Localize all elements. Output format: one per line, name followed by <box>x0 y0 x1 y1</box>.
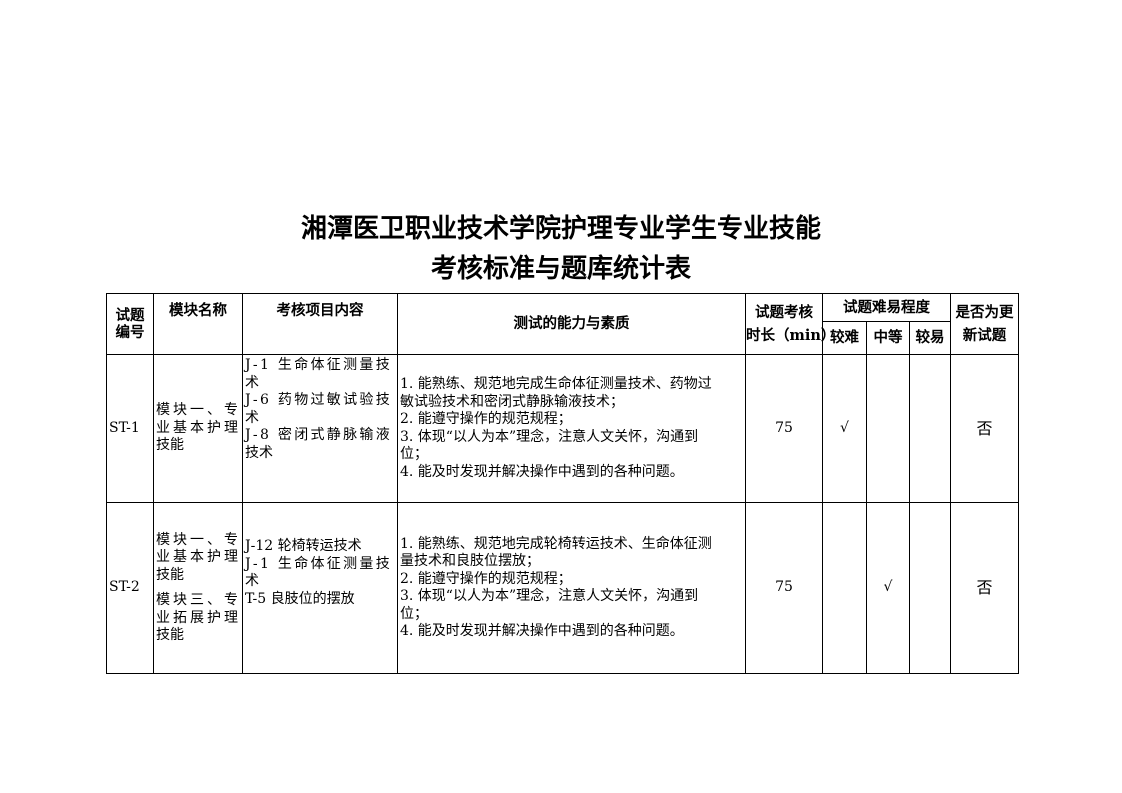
row-content: J-1 生命体征测量技术 J-6 药物过敏试验技术 J-8 密闭式静脉输液 技术 <box>242 354 398 503</box>
header-medium: 中等 <box>866 321 910 355</box>
row-abilities: 1. 能熟练、规范地完成轮椅转运技术、生命体征测 量技术和良肢位摆放； 2. 能遵守… <box>397 502 746 674</box>
row-hard: √ <box>822 354 867 503</box>
row-updated: 否 <box>950 502 1020 674</box>
row-id: ST-1 <box>106 354 154 503</box>
question-bank-table: 试题 编号 模块名称 考核项目内容 测试的能力与素质 试题考核 时长（min） 试题… <box>106 293 1020 674</box>
header-module: 模块名称 <box>153 293 243 355</box>
header-hard: 较难 <box>822 321 867 355</box>
header-content: 考核项目内容 <box>242 293 398 355</box>
document-title-line-2: 考核标准与题库统计表 <box>430 254 691 284</box>
table-row: ST-1 模块一、专 业基本护理 技能 J-1 生命体征测量技术 J-6 药物过敏试… <box>106 354 1020 503</box>
row-duration: 75 <box>745 354 823 503</box>
row-hard <box>822 502 867 674</box>
header-id: 试题 编号 <box>106 293 154 355</box>
header-difficulty: 试题难易程度 <box>821 293 952 322</box>
row-updated: 否 <box>950 354 1020 503</box>
document-title-line-1: 湘潭医卫职业技术学院护理专业学生专业技能 <box>300 214 821 244</box>
header-easy: 较易 <box>908 321 952 355</box>
row-module: 模块一、专 业基本护理 技能 <box>153 354 243 503</box>
row-duration: 75 <box>745 502 823 674</box>
row-abilities: 1. 能熟练、规范地完成生命体征测量技术、药物过 敏试验技术和密闭式静脉输液技术；… <box>397 354 746 503</box>
header-row: 试题 编号 模块名称 考核项目内容 测试的能力与素质 试题考核 时长（min） 试题… <box>106 293 1020 355</box>
table-row: ST-2 模块一、专 业基本护理 技能 模块三、专 业拓展护理 技能 J-12 轮椅转运… <box>106 502 1020 674</box>
header-updated: 是否为更 新试题 <box>950 293 1020 355</box>
header-abilities: 测试的能力与素质 <box>397 293 746 355</box>
row-module: 模块一、专 业基本护理 技能 模块三、专 业拓展护理 技能 <box>153 502 243 674</box>
row-id: ST-2 <box>106 502 154 674</box>
row-content: J-12 轮椅转运技术 J-1 生命体征测量技术 T-5 良肢位的摆放 <box>242 502 398 674</box>
row-medium <box>866 354 910 503</box>
header-duration: 试题考核 时长（min） <box>745 293 835 355</box>
row-easy <box>908 354 952 503</box>
row-medium: √ <box>866 502 910 674</box>
row-easy <box>908 502 952 674</box>
